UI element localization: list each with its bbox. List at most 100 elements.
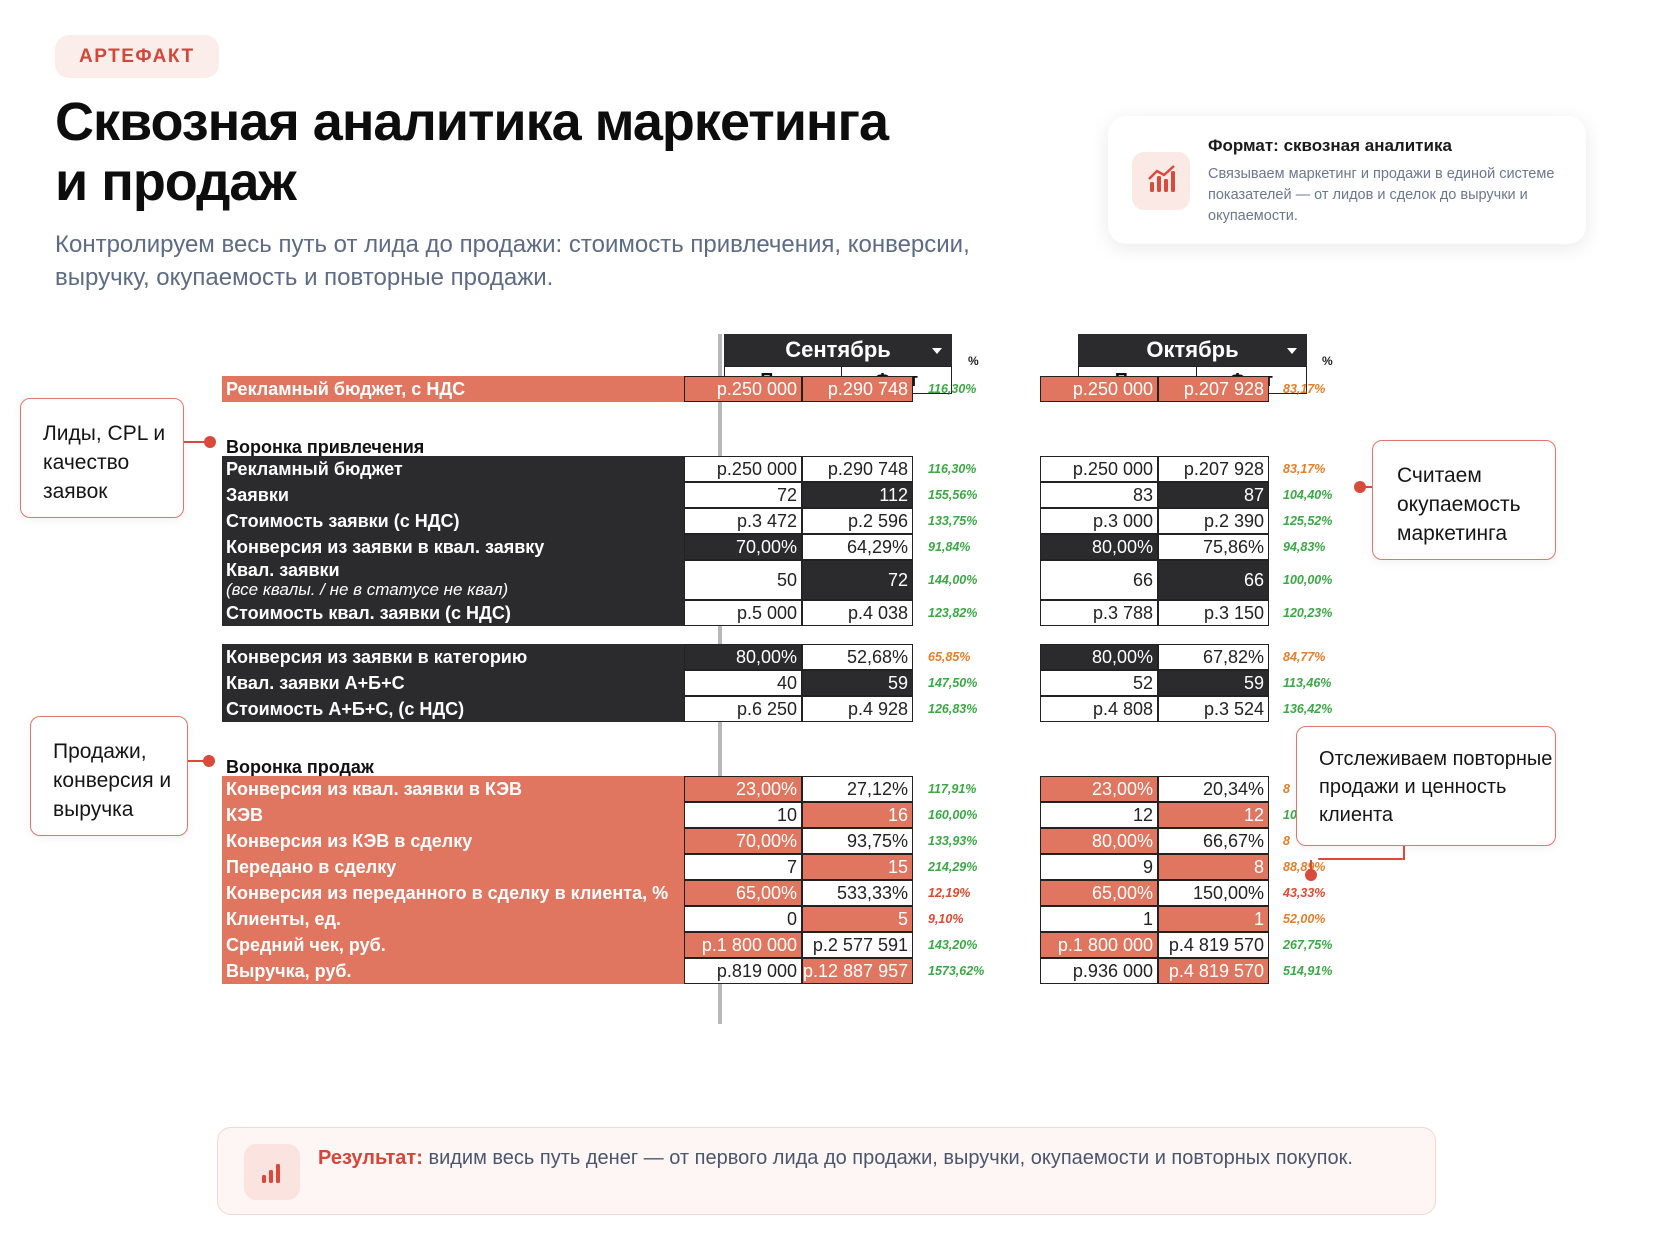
sep-plan-cell[interactable]: р.6 250 — [684, 696, 802, 722]
sep-fact-cell[interactable]: 533,33% — [802, 880, 913, 906]
oct-pct-header: % — [1322, 354, 1333, 368]
sep-fact-cell[interactable]: 52,68% — [802, 644, 913, 670]
sep-plan-cell[interactable]: 72 — [684, 482, 802, 508]
callout-dot — [204, 436, 216, 448]
sep-plan-cell[interactable]: 65,00% — [684, 880, 802, 906]
callout-dot — [1354, 481, 1366, 493]
row-label: Конверсия из переданного в сделку в клие… — [222, 880, 716, 906]
oct-pct-value: 52,00% — [1283, 912, 1326, 926]
oct-fact-cell[interactable]: 150,00% — [1158, 880, 1269, 906]
oct-plan-cell[interactable]: р.4 808 — [1040, 696, 1158, 722]
callout-connector — [184, 441, 208, 443]
oct-plan-cell[interactable]: р.3 000 — [1040, 508, 1158, 534]
oct-fact-cell[interactable]: 66,67% — [1158, 828, 1269, 854]
month-header-october[interactable]: Октябрь — [1078, 334, 1307, 366]
sep-plan-cell[interactable]: 70,00% — [684, 534, 802, 560]
oct-plan-cell[interactable]: 9 — [1040, 854, 1158, 880]
result-banner: Результат: видим весь путь денег — от пе… — [217, 1127, 1436, 1215]
sep-plan-cell[interactable]: р.250 000 — [684, 376, 802, 402]
sep-fact-cell[interactable]: 59 — [802, 670, 913, 696]
oct-fact-cell[interactable]: 67,82% — [1158, 644, 1269, 670]
oct-plan-cell[interactable]: 1 — [1040, 906, 1158, 932]
sep-fact-cell[interactable]: 5 — [802, 906, 913, 932]
sep-fact-cell[interactable]: 64,29% — [802, 534, 913, 560]
oct-plan-cell[interactable]: 12 — [1040, 802, 1158, 828]
oct-fact-cell[interactable]: р.207 928 — [1158, 456, 1269, 482]
oct-fact-cell[interactable]: р.3 150 — [1158, 600, 1269, 626]
sep-plan-cell[interactable]: р.1 800 000 — [684, 932, 802, 958]
oct-plan-cell[interactable]: 66 — [1040, 560, 1158, 600]
oct-fact-cell[interactable]: р.4 819 570 — [1158, 932, 1269, 958]
sep-fact-cell[interactable]: р.2 577 591 — [802, 932, 913, 958]
oct-fact-cell[interactable]: 59 — [1158, 670, 1269, 696]
oct-fact-cell[interactable]: р.4 819 570 — [1158, 958, 1269, 984]
sep-plan-cell[interactable]: 50 — [684, 560, 802, 600]
row-label: Конверсия из квал. заявки в КЭВ — [222, 776, 716, 802]
sep-pct-value: 126,83% — [928, 702, 978, 716]
oct-plan-cell[interactable]: 65,00% — [1040, 880, 1158, 906]
oct-plan-cell[interactable]: 80,00% — [1040, 644, 1158, 670]
oct-fact-cell[interactable]: 1 — [1158, 906, 1269, 932]
oct-pct-value: 104,40% — [1283, 488, 1333, 502]
sep-fact-cell[interactable]: р.2 596 — [802, 508, 913, 534]
oct-pct-value: 120,23% — [1283, 606, 1333, 620]
oct-fact-cell[interactable]: 66 — [1158, 560, 1269, 600]
oct-pct-value: 83,17% — [1283, 382, 1326, 396]
dropdown-arrow-icon[interactable] — [1287, 348, 1297, 354]
sep-plan-cell[interactable]: 0 — [684, 906, 802, 932]
sep-plan-cell[interactable]: р.3 472 — [684, 508, 802, 534]
oct-fact-cell[interactable]: 12 — [1158, 802, 1269, 828]
sep-plan-cell[interactable]: 10 — [684, 802, 802, 828]
result-text: Результат: видим весь путь денег — от пе… — [318, 1147, 1353, 1169]
sep-fact-cell[interactable]: р.290 748 — [802, 376, 913, 402]
sep-fact-cell[interactable]: р.290 748 — [802, 456, 913, 482]
sep-plan-cell[interactable]: р.250 000 — [684, 456, 802, 482]
oct-plan-cell[interactable]: р.250 000 — [1040, 376, 1158, 402]
oct-plan-cell[interactable]: 52 — [1040, 670, 1158, 696]
oct-plan-cell[interactable]: р.3 788 — [1040, 600, 1158, 626]
oct-pct-value: 136,42% — [1283, 702, 1333, 716]
sep-fact-cell[interactable]: р.12 887 957 — [802, 958, 913, 984]
oct-fact-cell[interactable]: 87 — [1158, 482, 1269, 508]
oct-plan-cell[interactable]: р.936 000 — [1040, 958, 1158, 984]
sep-plan-cell[interactable]: р.819 000 — [684, 958, 802, 984]
sep-plan-cell[interactable]: 70,00% — [684, 828, 802, 854]
sep-plan-cell[interactable]: 80,00% — [684, 644, 802, 670]
dropdown-arrow-icon[interactable] — [932, 348, 942, 354]
sep-fact-cell[interactable]: р.4 928 — [802, 696, 913, 722]
oct-fact-cell[interactable]: р.207 928 — [1158, 376, 1269, 402]
format-card: Формат: сквозная аналитика Связываем мар… — [1108, 116, 1586, 244]
format-card-text: Связываем маркетинг и продажи в единой с… — [1208, 166, 1555, 224]
month-header-september[interactable]: Сентябрь — [724, 334, 952, 366]
sep-pct-header: % — [968, 354, 979, 368]
oct-plan-cell[interactable]: 23,00% — [1040, 776, 1158, 802]
row-label: Заявки — [222, 482, 716, 508]
oct-fact-cell[interactable]: р.3 524 — [1158, 696, 1269, 722]
oct-plan-cell[interactable]: р.1 800 000 — [1040, 932, 1158, 958]
callout-dot — [203, 755, 215, 767]
oct-fact-cell[interactable]: 20,34% — [1158, 776, 1269, 802]
oct-fact-cell[interactable]: 75,86% — [1158, 534, 1269, 560]
sep-fact-cell[interactable]: р.4 038 — [802, 600, 913, 626]
oct-fact-cell[interactable]: 8 — [1158, 854, 1269, 880]
sep-fact-cell[interactable]: 112 — [802, 482, 913, 508]
sep-fact-cell[interactable]: 15 — [802, 854, 913, 880]
sep-pct-value: 12,19% — [928, 886, 971, 900]
sep-fact-cell[interactable]: 27,12% — [802, 776, 913, 802]
sep-plan-cell[interactable]: р.5 000 — [684, 600, 802, 626]
oct-plan-cell[interactable]: 80,00% — [1040, 534, 1158, 560]
oct-plan-cell[interactable]: 80,00% — [1040, 828, 1158, 854]
row-label: КЭВ — [222, 802, 716, 828]
row-label: Квал. заявки А+Б+С — [222, 670, 716, 696]
sep-plan-cell[interactable]: 23,00% — [684, 776, 802, 802]
sep-plan-cell[interactable]: 7 — [684, 854, 802, 880]
oct-plan-cell[interactable]: 83 — [1040, 482, 1158, 508]
sep-fact-cell[interactable]: 16 — [802, 802, 913, 828]
oct-plan-cell[interactable]: р.250 000 — [1040, 456, 1158, 482]
sep-fact-cell[interactable]: 93,75% — [802, 828, 913, 854]
oct-fact-cell[interactable]: р.2 390 — [1158, 508, 1269, 534]
sep-pct-value: 133,93% — [928, 834, 978, 848]
sep-plan-cell[interactable]: 40 — [684, 670, 802, 696]
sep-pct-value: 214,29% — [928, 860, 978, 874]
sep-fact-cell[interactable]: 72 — [802, 560, 913, 600]
